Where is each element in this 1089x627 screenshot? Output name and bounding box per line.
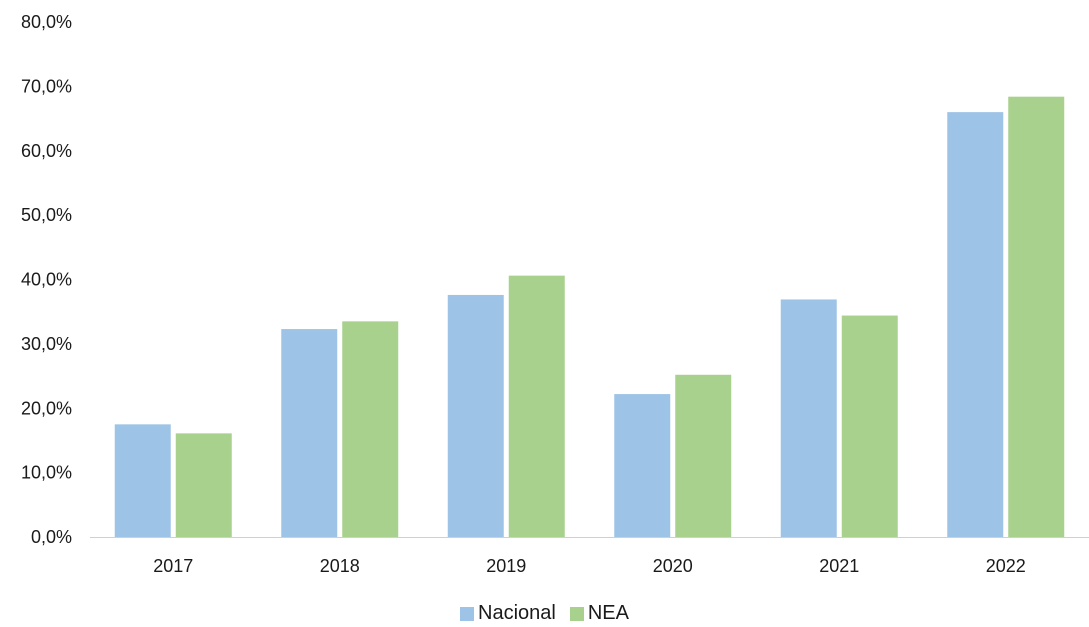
y-tick-label: 0,0%	[31, 527, 72, 547]
x-tick-label: 2020	[653, 556, 693, 576]
y-tick-label: 40,0%	[21, 270, 72, 290]
y-tick-label: 80,0%	[21, 12, 72, 32]
legend-label-nea: NEA	[587, 602, 629, 624]
y-tick-label: 10,0%	[21, 463, 72, 483]
x-tick-label: 2018	[320, 556, 360, 576]
legend-swatch-nea	[569, 606, 584, 621]
legend-item-nacional: Nacional	[460, 602, 556, 625]
x-tick-label: 2022	[986, 556, 1026, 576]
y-tick-label: 70,0%	[21, 76, 72, 96]
bar-nacional-2020	[614, 394, 671, 537]
bar-nea-2018	[342, 321, 399, 537]
y-tick-label: 50,0%	[21, 205, 72, 225]
y-tick-label: 20,0%	[21, 398, 72, 418]
x-axis-ticks: 2017 2018 2019 2020 2021 2022	[153, 556, 1026, 576]
y-tick-label: 30,0%	[21, 334, 72, 354]
bar-nea-2022	[1008, 96, 1065, 538]
bar-chart: 0,0% 10,0% 20,0% 30,0% 40,0% 50,0% 60,0% 70,0% 8…	[21, 12, 1089, 576]
bar-nea-2019	[508, 275, 565, 537]
x-tick-label: 2019	[486, 556, 526, 576]
bar-nea-2017	[175, 433, 232, 537]
y-axis-ticks: 0,0% 10,0% 20,0% 30,0% 40,0% 50,0% 60,0% 70,0% 8…	[21, 12, 72, 547]
bar-nacional-2017	[114, 424, 171, 537]
bar-nacional-2021	[780, 299, 837, 537]
legend-label-nacional: Nacional	[478, 602, 556, 624]
bar-nacional-2018	[281, 329, 338, 537]
bar-nacional-2022	[947, 112, 1004, 537]
bars	[114, 96, 1065, 538]
legend: Nacional NEA	[0, 602, 1089, 625]
bar-nea-2021	[841, 315, 898, 537]
bar-nea-2020	[675, 374, 732, 537]
x-tick-label: 2021	[819, 556, 859, 576]
legend-swatch-nacional	[460, 606, 475, 621]
x-tick-label: 2017	[153, 556, 193, 576]
y-tick-label: 60,0%	[21, 141, 72, 161]
bar-nacional-2019	[447, 294, 504, 537]
legend-item-nea: NEA	[569, 602, 629, 625]
